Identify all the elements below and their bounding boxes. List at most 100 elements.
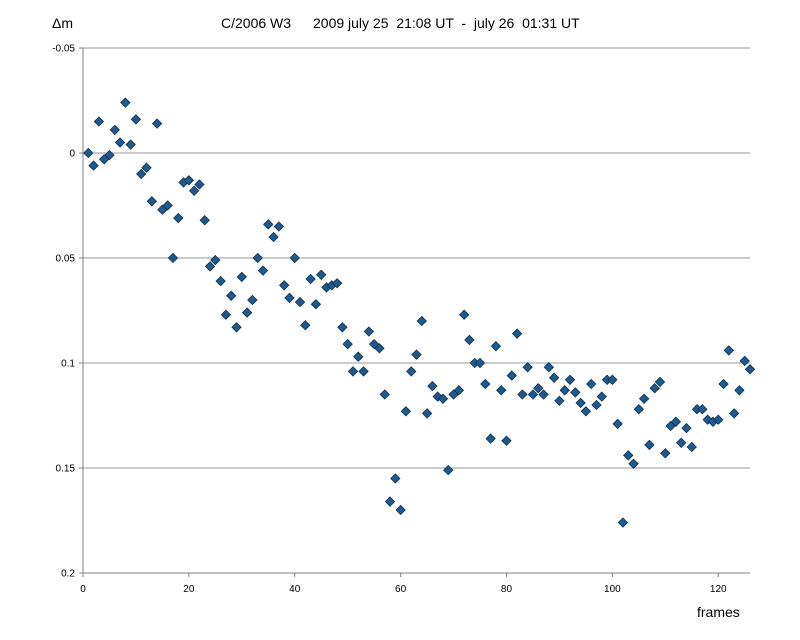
data-point [114,137,126,148]
data-point [353,351,364,362]
data-point [570,387,581,398]
data-point [294,296,306,308]
data-point [617,517,629,528]
data-point [511,328,523,339]
x-tick-label: 0 [80,584,86,595]
data-point [231,322,242,333]
data-point [575,397,586,409]
data-point [416,315,427,327]
y-tick-label: 0 [69,149,75,160]
data-point [644,439,655,451]
data-point [728,408,740,419]
data-point [580,406,592,417]
y-tick-label: -0.05 [52,44,75,55]
data-point [554,395,565,406]
data-point [453,385,465,396]
data-point [411,349,422,360]
data-point [141,162,152,173]
data-point [173,212,184,224]
x-tick-label: 100 [604,584,621,595]
data-point [104,149,115,161]
data-point [162,200,173,211]
y-tick-label: 0.15 [56,464,76,475]
data-point [464,334,475,346]
data-point [278,280,290,291]
data-point [120,97,131,108]
data-point [136,168,147,180]
data-point [406,366,417,377]
data-point [564,374,576,385]
y-tick-label: 0.1 [61,359,75,370]
data-point [670,416,682,427]
data-point [649,383,660,394]
data-point [347,366,359,377]
data-point [734,385,745,396]
data-point [151,118,163,129]
data-point [686,441,697,453]
data-point [543,362,555,373]
data-point [432,391,443,402]
x-tick-label: 20 [183,584,195,595]
data-point [506,370,517,381]
data-point [241,307,253,318]
data-point [167,252,179,264]
data-point [368,338,380,350]
data-point [316,269,327,280]
data-point [146,196,157,207]
data-point [496,385,507,396]
data-point [337,322,348,333]
data-point [109,124,120,136]
y-axis-label: Δm [52,15,74,31]
data-point [400,406,412,417]
data-point [125,139,136,150]
data-point [358,366,369,377]
data-point [257,265,269,276]
data-point [559,385,570,396]
data-point [268,231,279,243]
data-point [517,389,528,400]
data-point [533,383,544,394]
data-point [263,219,274,230]
y-tick-label: 0.2 [61,569,75,580]
data-point [194,179,205,190]
data-point [427,380,438,392]
data-point [374,343,385,354]
data-point [342,338,353,350]
x-tick-label: 40 [289,584,301,595]
data-point [723,345,734,356]
data-point [199,215,210,226]
data-point [501,435,512,446]
data-point [596,391,607,402]
data-point [183,175,195,186]
data-point [395,504,406,516]
data-point [538,389,549,400]
data-point [681,422,692,434]
data-point [310,299,322,310]
x-tick-label: 60 [395,584,407,595]
data-point [654,376,666,388]
data-point [474,357,486,369]
data-point [739,355,750,367]
data-point [204,261,216,272]
data-point [458,309,470,320]
data-point [252,252,263,264]
data-point [289,252,300,264]
data-point [284,292,295,304]
data-point [379,389,390,400]
y-tick-label: 0.05 [56,254,76,265]
data-point [718,378,729,390]
data-point [480,378,491,390]
data-point [676,437,687,448]
data-point [612,418,623,430]
data-point [210,254,221,266]
x-tick-label: 80 [501,584,513,595]
chart-title: C/2006 W3 2009 july 25 21:08 UT - july 2… [0,15,800,35]
data-point [548,372,560,383]
data-point [638,393,650,404]
data-point [363,326,375,337]
data-point [83,147,94,159]
data-point [527,389,539,400]
data-point [226,290,237,301]
data-point [220,309,232,320]
